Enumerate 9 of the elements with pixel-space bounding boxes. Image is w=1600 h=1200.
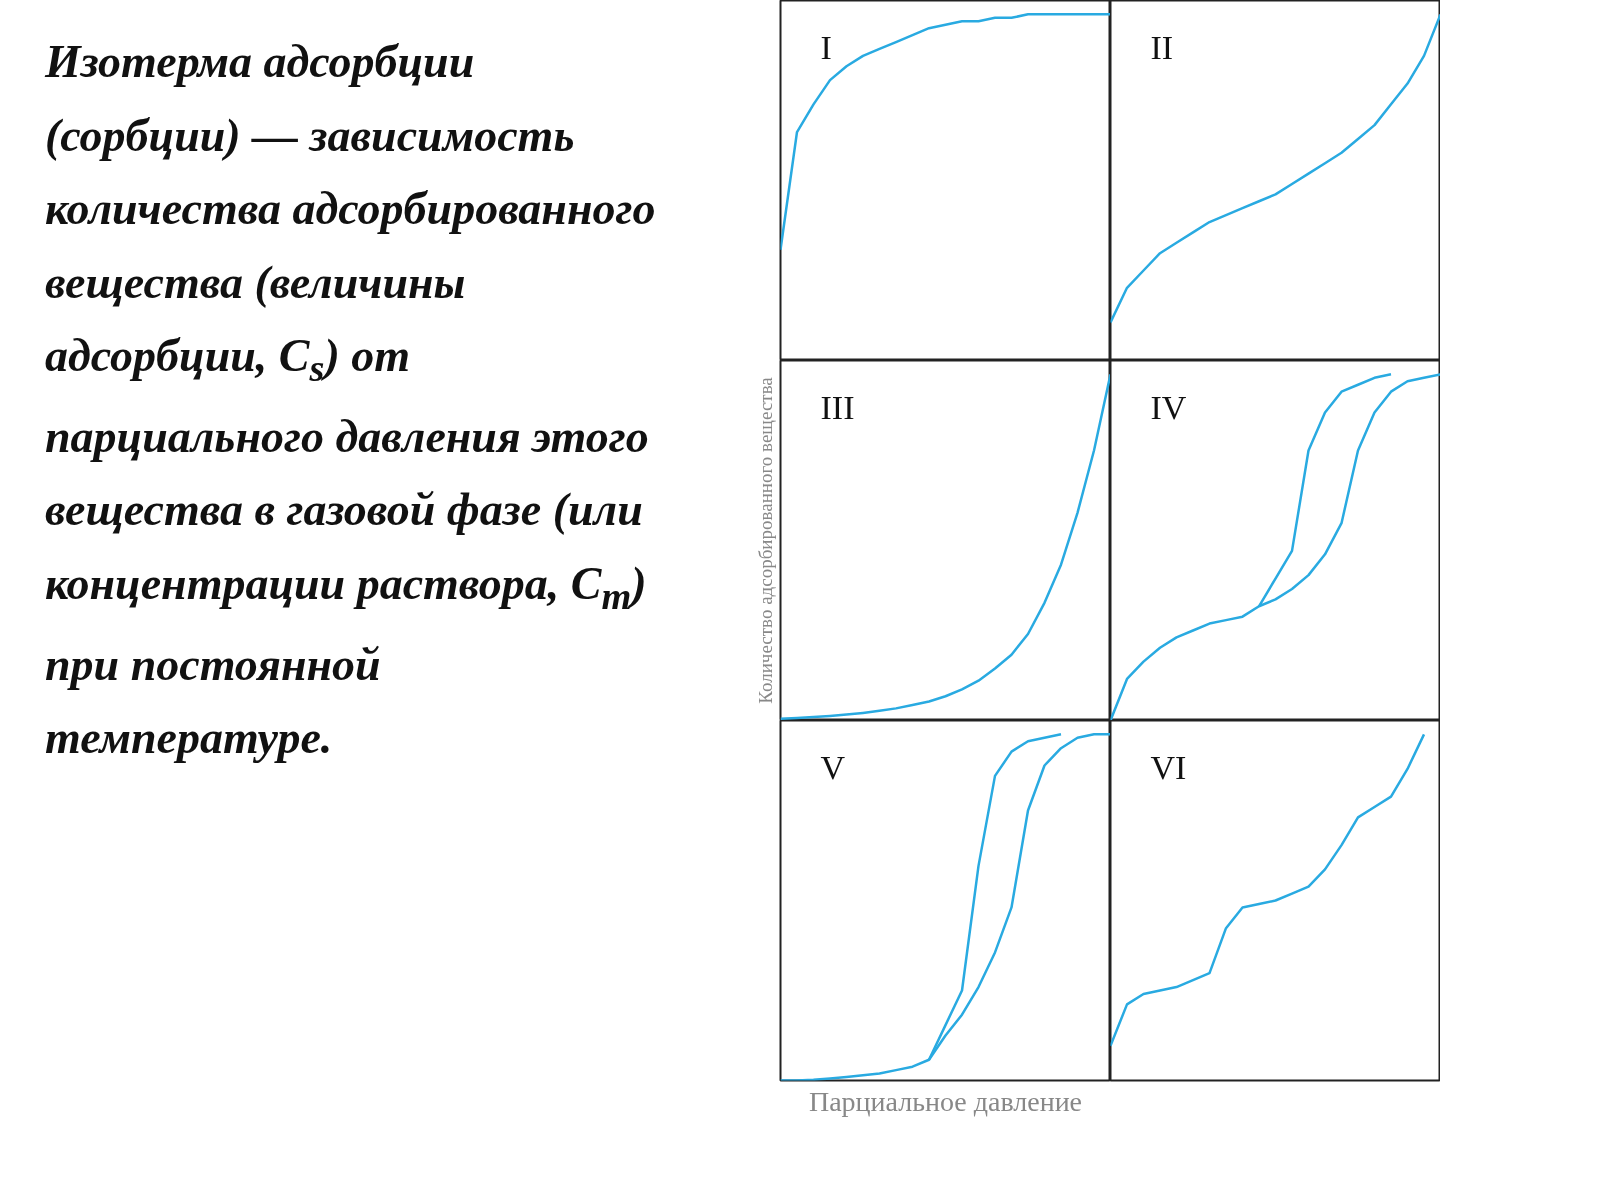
x-axis-title: Парциальное давление (808, 1085, 1083, 1117)
chart-title: V (820, 748, 846, 786)
chart-title: I (820, 28, 832, 66)
chart-title: II (1150, 28, 1174, 66)
text: Изотерма адсорбции (сорбции) — зависимость количества адсорбированного вещества (величины адсорбции, C$_{s}$) от парциального давления этого вещества в газовой фазе (или концентрации раствора, C$_{m}$) при постоянной температуре. (45, 36, 656, 764)
chart-title: III (820, 388, 855, 426)
y-axis-title: Количество адсорбированного вещества (754, 376, 776, 704)
chart-title: IV (1150, 388, 1187, 426)
chart-title: VI (1150, 748, 1187, 786)
